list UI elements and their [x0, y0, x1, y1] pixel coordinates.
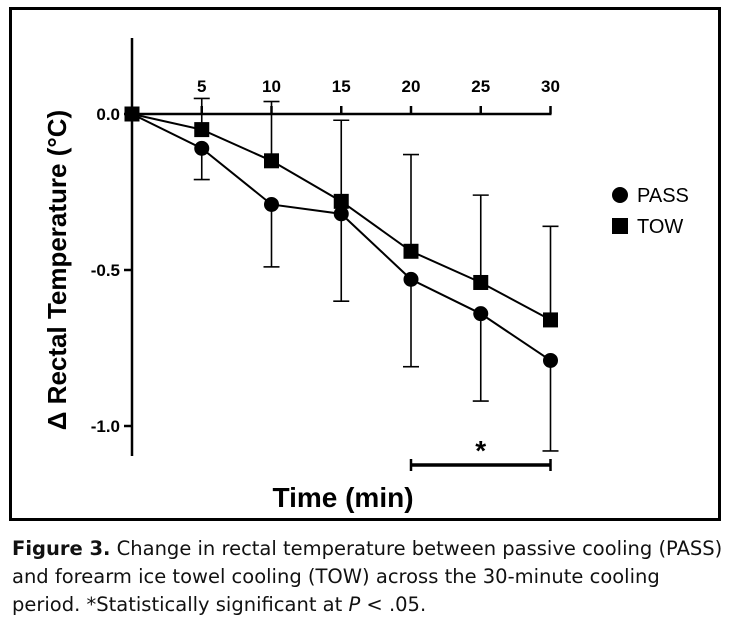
data-point-square: [543, 312, 558, 328]
data-point-square: [124, 106, 140, 122]
legend-label: TOW: [637, 216, 683, 238]
legend-marker-circle: [612, 187, 628, 203]
data-point-circle: [403, 271, 419, 287]
y-tick-label: -0.5: [91, 261, 120, 280]
x-tick-label: 20: [402, 77, 421, 96]
chart-frame: [9, 7, 721, 521]
x-tick-label: 25: [471, 77, 490, 96]
x-axis-label: Time (min): [272, 482, 413, 513]
data-point-circle: [543, 352, 558, 368]
x-tick-label: 5: [197, 77, 206, 96]
y-axis-label: Δ Rectal Temperature (°C): [42, 110, 72, 430]
series-layer: [124, 97, 559, 452]
legend: PASS TOW: [612, 185, 689, 238]
data-point-square: [333, 193, 349, 209]
data-point-square: [473, 274, 489, 290]
legend-marker-square: [612, 218, 628, 234]
significance-label: *: [475, 435, 486, 466]
data-point-circle: [194, 140, 210, 156]
legend-label: PASS: [637, 185, 689, 207]
series-tow: [124, 97, 559, 328]
ticks: 5 10 15 20 25 30 0.0 -0.5 -1.0: [91, 77, 560, 436]
caption-text-2: < .05.: [360, 593, 427, 616]
y-tick-label: 0.0: [96, 105, 120, 124]
x-tick-label: 10: [262, 77, 281, 96]
data-point-circle: [473, 306, 489, 322]
figure-caption: Figure 3. Change in rectal temperature b…: [12, 535, 728, 619]
caption-text-1: Change in rectal temperature between pas…: [12, 537, 723, 616]
y-tick-label: -1.0: [91, 417, 120, 436]
chart: 5 10 15 20 25 30 0.0 -0.5 -1.0 PASS TOW * Δ Recta…: [42, 38, 689, 513]
significance-bar: *: [409, 435, 552, 471]
data-point-circle: [333, 206, 349, 222]
data-point-square: [403, 243, 419, 259]
data-point-square: [194, 122, 210, 138]
caption-label: Figure 3.: [12, 537, 111, 560]
data-point-circle: [264, 196, 279, 212]
x-tick-label: 15: [332, 77, 351, 96]
caption-p-symbol: P: [348, 593, 361, 616]
x-tick-label: 30: [541, 77, 560, 96]
data-point-square: [264, 153, 279, 169]
